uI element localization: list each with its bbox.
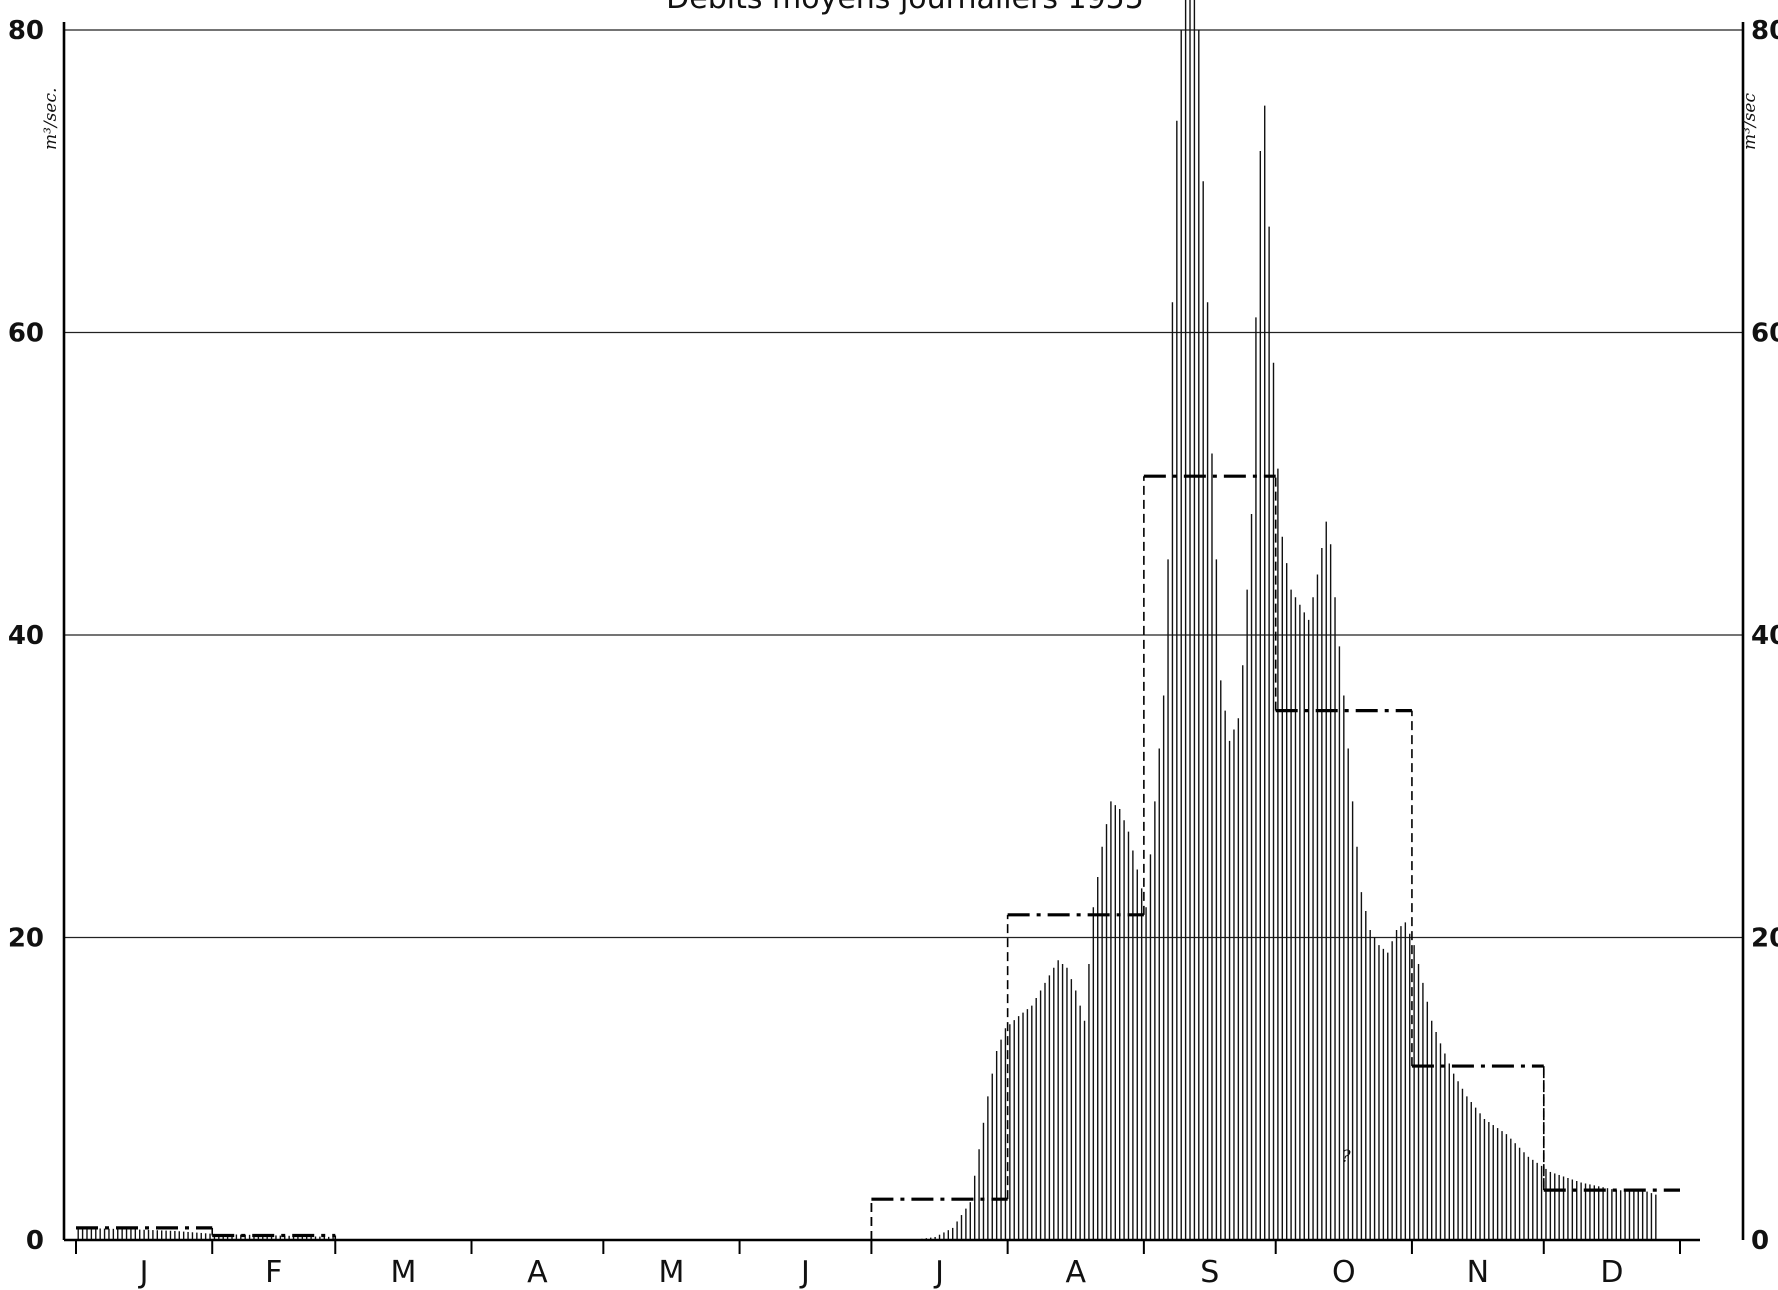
y-tick-left-20: 20 xyxy=(8,924,44,954)
month-label: A xyxy=(1065,1255,1086,1290)
annotation-mark: ? xyxy=(1341,1147,1351,1167)
y-axis-unit-left: m³/sec. xyxy=(41,88,61,150)
month-label: M xyxy=(659,1255,685,1290)
chart-title: Débits moyens journaliers 1955 xyxy=(666,0,1144,16)
month-label: A xyxy=(527,1255,548,1290)
y-tick-right-0: 0 xyxy=(1751,1226,1769,1256)
month-label: O xyxy=(1332,1255,1356,1290)
y-tick-left-40: 40 xyxy=(8,621,44,651)
y-tick-left-60: 60 xyxy=(8,319,44,349)
y-tick-right-20: 20 xyxy=(1751,924,1778,954)
month-label: J xyxy=(799,1255,810,1290)
y-tick-left-80: 80 xyxy=(8,16,44,46)
axes xyxy=(62,22,1745,1254)
y-tick-right-40: 40 xyxy=(1751,621,1778,651)
grid-lines xyxy=(64,29,1743,939)
y-tick-right-80: 80 xyxy=(1751,16,1778,46)
y-axis-unit-right: m³/sec xyxy=(1740,93,1760,150)
monthly-mean-lines xyxy=(76,474,1680,1240)
month-label: F xyxy=(265,1255,282,1290)
month-label: D xyxy=(1600,1255,1623,1290)
month-label: J xyxy=(138,1255,149,1290)
month-label: S xyxy=(1200,1255,1219,1290)
y-tick-labels: 0 0 20 20 40 40 60 60 80 80 xyxy=(8,16,1778,1256)
daily-bars xyxy=(77,0,1657,1240)
y-tick-right-60: 60 xyxy=(1751,319,1778,349)
y-tick-left-0: 0 xyxy=(26,1226,44,1256)
month-label: N xyxy=(1467,1255,1489,1290)
month-label: M xyxy=(390,1255,416,1290)
month-label: J xyxy=(933,1255,944,1290)
